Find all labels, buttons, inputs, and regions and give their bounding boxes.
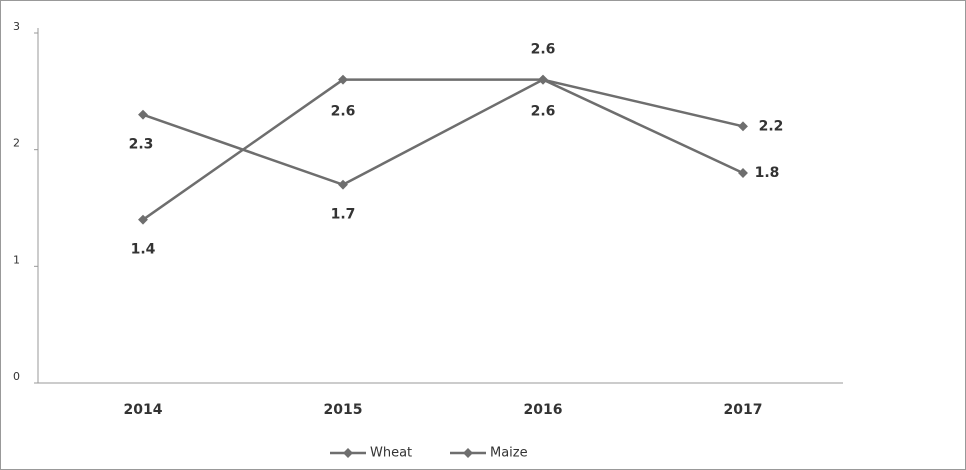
legend-label: Maize (490, 446, 528, 461)
x-tick-label: 2016 (524, 402, 563, 418)
value-label: 2.6 (531, 104, 556, 120)
legend-marker (343, 448, 353, 458)
marker (738, 121, 748, 132)
x-tick-label: 2017 (724, 402, 763, 418)
y-tick-label: 0 (13, 370, 20, 383)
y-tick-label: 1 (13, 253, 20, 266)
legend-label: Wheat (370, 446, 412, 461)
marker (138, 214, 148, 225)
y-tick-label: 2 (13, 137, 20, 150)
x-tick-label: 2015 (324, 402, 363, 418)
line (142, 78, 744, 221)
value-label: 2.6 (331, 104, 356, 120)
y-tick-label: 3 (13, 20, 20, 33)
value-label: 2.3 (129, 137, 154, 153)
legend-marker (463, 448, 473, 458)
marker (338, 179, 348, 190)
marker (538, 74, 548, 85)
value-label: 2.2 (759, 118, 784, 134)
value-label: 1.8 (755, 165, 780, 181)
value-label: 1.4 (131, 242, 156, 258)
value-label: 2.6 (531, 42, 556, 58)
marker (138, 109, 148, 120)
marker (738, 168, 748, 178)
value-label: 1.7 (331, 207, 356, 223)
x-tick-label: 2014 (124, 402, 163, 418)
